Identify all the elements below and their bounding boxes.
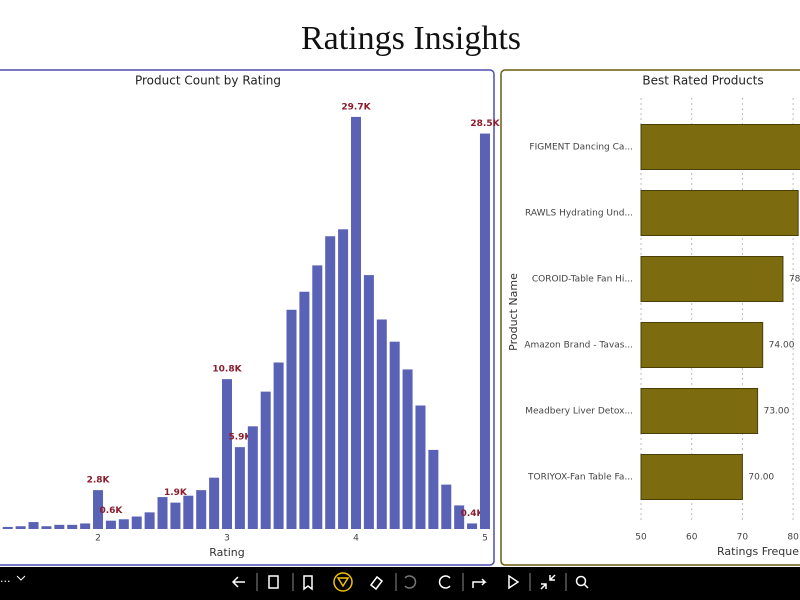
- x-axis-title: Rating: [209, 546, 244, 559]
- bar: [640, 124, 800, 170]
- bar: [640, 190, 799, 236]
- bar: [286, 309, 297, 529]
- filter-glyph: [336, 577, 350, 588]
- chevron[interactable]: [16, 575, 26, 581]
- x-tick-label: 60: [686, 533, 698, 543]
- bar: [222, 379, 233, 529]
- bar: [454, 505, 465, 529]
- bar: [312, 265, 323, 529]
- bar: [273, 362, 284, 529]
- x-tick-label: 80: [787, 533, 799, 543]
- undo-icon[interactable]: [404, 575, 417, 589]
- bar: [170, 502, 181, 529]
- bar: [41, 526, 52, 529]
- bar: [402, 369, 413, 529]
- copy-icon[interactable]: [268, 575, 279, 589]
- bar: [209, 477, 220, 529]
- x-axis-title: Ratings Frequency: [717, 545, 800, 558]
- bar: [415, 405, 426, 529]
- bar: [441, 484, 452, 529]
- bar: [144, 512, 155, 529]
- y-axis-title: Product Name: [507, 273, 520, 351]
- bar: [260, 391, 271, 529]
- data-label: 29.7K: [341, 102, 371, 112]
- menu-label: ...: [0, 572, 11, 585]
- bar: [118, 519, 129, 529]
- bar: [54, 524, 65, 529]
- y-tick-label: Meadbery Liver Detox...: [525, 407, 633, 417]
- back-icon[interactable]: [231, 576, 245, 588]
- search-icon[interactable]: [575, 575, 587, 587]
- bar: [247, 426, 258, 529]
- data-label: 70.00: [748, 473, 774, 483]
- bar: [183, 495, 194, 529]
- collapse-icon[interactable]: [540, 574, 556, 590]
- bar: [376, 319, 387, 529]
- share-icon[interactable]: [472, 578, 487, 588]
- data-label: 10.8K: [212, 365, 242, 375]
- y-tick-label: FIGMENT Dancing Ca...: [529, 143, 633, 153]
- x-tick-label: 5: [482, 534, 488, 544]
- bar: [28, 522, 39, 529]
- bar: [640, 454, 743, 500]
- separators: [256, 573, 567, 591]
- data-label: 78.00: [789, 275, 800, 285]
- bar: [67, 524, 78, 529]
- x-tick-label: 70: [737, 533, 749, 543]
- y-tick-label: Amazon Brand - Tavas...: [524, 341, 633, 351]
- data-label: 1.9K: [164, 488, 188, 498]
- chart-title: Product Count by Rating: [135, 74, 281, 88]
- toolbar: ...: [0, 567, 800, 600]
- filter-icon[interactable]: [333, 572, 353, 592]
- bookmark-icon[interactable]: [303, 575, 313, 591]
- bar: [640, 256, 784, 302]
- x-tick-label: 3: [224, 534, 230, 544]
- toolbar-bg: [0, 567, 800, 600]
- bar: [467, 523, 478, 529]
- right-panel: [500, 69, 800, 566]
- data-label: 0.6K: [99, 506, 123, 516]
- bar: [350, 116, 361, 529]
- bar: [389, 341, 400, 529]
- bar: [338, 229, 349, 530]
- bar: [640, 322, 764, 368]
- bar: [93, 490, 104, 529]
- data-label: 2.8K: [87, 476, 111, 486]
- bar: [2, 526, 13, 529]
- data-label: 28.5K: [470, 119, 500, 129]
- eraser-icon[interactable]: [369, 575, 384, 591]
- bar: [428, 449, 439, 529]
- bar: [131, 516, 142, 529]
- bar: [157, 497, 168, 529]
- y-tick-label: TORIYOX-Fan Table Fa...: [527, 473, 633, 483]
- bar: [479, 133, 490, 529]
- data-label: 74.00: [769, 341, 795, 351]
- bar: [15, 526, 26, 529]
- page-title: Ratings Insights: [301, 20, 521, 57]
- chart-title: Best Rated Products: [642, 74, 763, 88]
- bar: [640, 388, 759, 434]
- bar: [234, 447, 245, 529]
- play-icon[interactable]: [508, 574, 520, 590]
- bar: [80, 523, 91, 529]
- bar: [196, 490, 207, 529]
- bar: [325, 236, 336, 530]
- x-tick-label: 4: [353, 534, 359, 544]
- y-tick-label: COROID-Table Fan Hi...: [532, 275, 633, 285]
- x-tick-label: 2: [95, 534, 101, 544]
- data-label: 0.4K: [461, 509, 485, 519]
- data-label: 5.9K: [228, 433, 252, 443]
- data-label: 73.00: [764, 407, 790, 417]
- bar: [363, 275, 374, 529]
- bar: [105, 520, 116, 529]
- y-tick-label: RAWLS Hydrating Und...: [525, 209, 633, 219]
- left-panel: [0, 69, 495, 566]
- bar: [299, 291, 310, 529]
- x-tick-label: 50: [635, 533, 647, 543]
- search-handle: [583, 583, 589, 589]
- redo-icon[interactable]: [438, 575, 451, 589]
